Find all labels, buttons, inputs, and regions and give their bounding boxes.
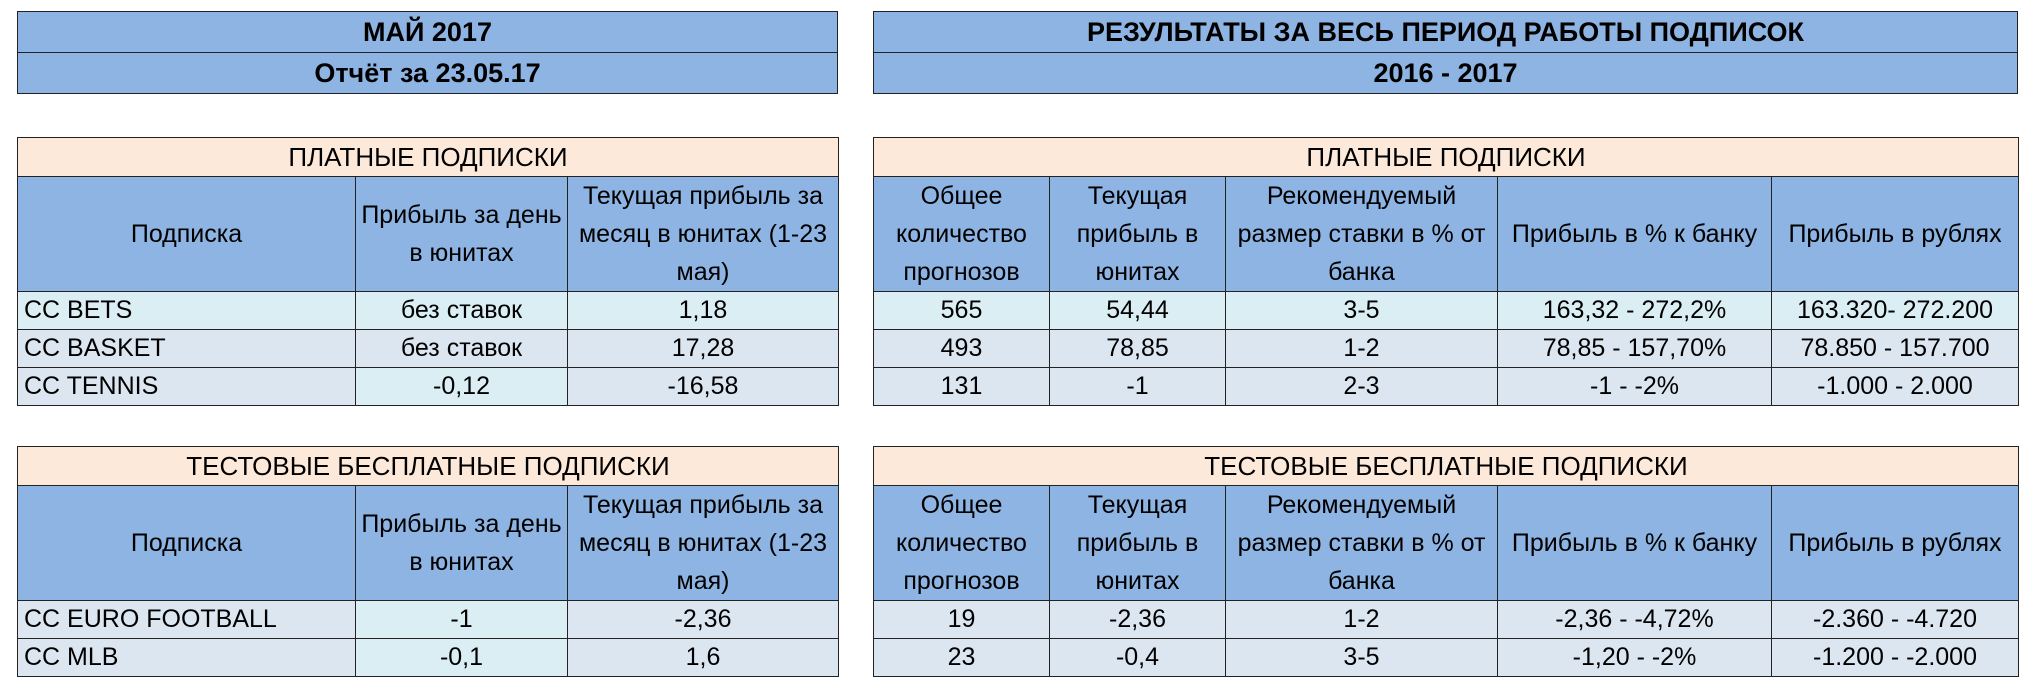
period-label: 2016 - 2017	[873, 52, 2018, 94]
col-day-profit: Прибыль за день в юнитах	[355, 485, 568, 601]
day-profit: без ставок	[355, 291, 568, 330]
table-row: CC TENNIS -0,12 -16,58	[17, 367, 839, 406]
paid-right-table: ПЛАТНЫЕ ПОДПИСКИ Общее количество прогно…	[872, 137, 2020, 406]
test-right-table: ТЕСТОВЫЕ БЕСПЛАТНЫЕ ПОДПИСКИ Общее колич…	[873, 446, 2019, 677]
current-profit: 54,44	[1049, 291, 1226, 330]
test-left-table: ТЕСТОВЫЕ БЕСПЛАТНЫЕ ПОДПИСКИ Подписка Пр…	[17, 446, 839, 677]
day-profit: без ставок	[355, 329, 568, 368]
results-title: РЕЗУЛЬТАТЫ ЗА ВЕСЬ ПЕРИОД РАБОТЫ ПОДПИСО…	[873, 11, 2018, 53]
stake-size: 1-2	[1225, 329, 1498, 368]
day-profit: -1	[355, 600, 568, 639]
month-profit: -16,58	[567, 367, 839, 406]
col-month-profit: Текущая прибыль за месяц в юнитах (1-23 …	[567, 176, 839, 292]
stake-size: 1-2	[1225, 600, 1498, 639]
total-forecasts: 19	[873, 600, 1050, 639]
total-forecasts: 23	[873, 638, 1050, 677]
day-profit: -0,12	[355, 367, 568, 406]
col-profit-percent: Прибыль в % к банку	[1497, 485, 1772, 601]
profit-rub: -2.360 - -4.720	[1771, 600, 2019, 639]
col-profit-rub: Прибыль в рублях	[1771, 485, 2019, 601]
col-current-profit: Текущая прибыль в юнитах	[1049, 485, 1226, 601]
profit-percent: 78,85 - 157,70%	[1497, 329, 1772, 368]
table-row: 565 54,44 3-5 163,32 - 272,2% 163.320- 2…	[873, 291, 2020, 330]
col-profit-rub: Прибыль в рублях	[1770, 176, 2020, 292]
col-month-profit: Текущая прибыль за месяц в юнитах (1-23 …	[567, 485, 839, 601]
table-row: CC EURO FOOTBALL -1 -2,36	[17, 600, 839, 639]
header-left: МАЙ 2017 Отчёт за 23.05.17	[17, 11, 838, 94]
profit-rub: 78.850 - 157.700	[1770, 329, 2020, 368]
report-date: Отчёт за 23.05.17	[17, 52, 838, 94]
current-profit: 78,85	[1049, 329, 1226, 368]
subscription-name: CC BETS	[17, 291, 356, 330]
subscription-name: CC BASKET	[17, 329, 356, 368]
profit-percent: -1,20 - -2%	[1497, 638, 1772, 677]
month-profit: 1,6	[567, 638, 839, 677]
table-row: 23 -0,4 3-5 -1,20 - -2% -1.200 - -2.000	[873, 638, 2019, 677]
total-forecasts: 131	[873, 367, 1050, 406]
total-forecasts: 493	[873, 329, 1050, 368]
month-profit: -2,36	[567, 600, 839, 639]
current-profit: -1	[1049, 367, 1226, 406]
current-profit: -0,4	[1049, 638, 1226, 677]
col-stake-size: Рекомендуемый размер ставки в % от банка	[1225, 176, 1498, 292]
subscription-name: CC EURO FOOTBALL	[17, 600, 356, 639]
profit-percent: -1 - -2%	[1497, 367, 1772, 406]
profit-rub: -1.000 - 2.000	[1770, 367, 2020, 406]
col-total-forecasts: Общее количество прогнозов	[873, 485, 1050, 601]
profit-percent: -2,36 - -4,72%	[1497, 600, 1772, 639]
table-row: 19 -2,36 1-2 -2,36 - -4,72% -2.360 - -4.…	[873, 600, 2019, 639]
subscription-name: CC MLB	[17, 638, 356, 677]
profit-percent: 163,32 - 272,2%	[1497, 291, 1772, 330]
col-day-profit: Прибыль за день в юнитах	[355, 176, 568, 292]
total-forecasts: 565	[873, 291, 1050, 330]
col-subscription: Подписка	[17, 176, 356, 292]
month-profit: 17,28	[567, 329, 839, 368]
day-profit: -0,1	[355, 638, 568, 677]
stake-size: 3-5	[1225, 291, 1498, 330]
header-right: РЕЗУЛЬТАТЫ ЗА ВЕСЬ ПЕРИОД РАБОТЫ ПОДПИСО…	[873, 11, 2018, 94]
profit-rub: 163.320- 272.200	[1770, 291, 2020, 330]
table-row: CC BASKET без ставок 17,28	[17, 329, 839, 368]
subscription-name: CC TENNIS	[17, 367, 356, 406]
paid-section-title-right: ПЛАТНЫЕ ПОДПИСКИ	[872, 137, 2020, 177]
col-current-profit: Текущая прибыль в юнитах	[1049, 176, 1226, 292]
paid-section-title: ПЛАТНЫЕ ПОДПИСКИ	[17, 137, 839, 177]
col-total-forecasts: Общее количество прогнозов	[873, 176, 1050, 292]
col-stake-size: Рекомендуемый размер ставки в % от банка	[1225, 485, 1498, 601]
month-profit: 1,18	[567, 291, 839, 330]
paid-left-table: ПЛАТНЫЕ ПОДПИСКИ Подписка Прибыль за ден…	[17, 137, 839, 406]
stake-size: 2-3	[1225, 367, 1498, 406]
table-row: CC MLB -0,1 1,6	[17, 638, 839, 677]
col-profit-percent: Прибыль в % к банку	[1497, 176, 1772, 292]
test-section-title-right: ТЕСТОВЫЕ БЕСПЛАТНЫЕ ПОДПИСКИ	[873, 446, 2019, 486]
table-row: 131 -1 2-3 -1 - -2% -1.000 - 2.000	[873, 367, 2020, 406]
table-row: 493 78,85 1-2 78,85 - 157,70% 78.850 - 1…	[873, 329, 2020, 368]
stake-size: 3-5	[1225, 638, 1498, 677]
current-profit: -2,36	[1049, 600, 1226, 639]
table-row: CC BETS без ставок 1,18	[17, 291, 839, 330]
col-subscription: Подписка	[17, 485, 356, 601]
profit-rub: -1.200 - -2.000	[1771, 638, 2019, 677]
month-title: МАЙ 2017	[17, 11, 838, 53]
test-section-title: ТЕСТОВЫЕ БЕСПЛАТНЫЕ ПОДПИСКИ	[17, 446, 839, 486]
